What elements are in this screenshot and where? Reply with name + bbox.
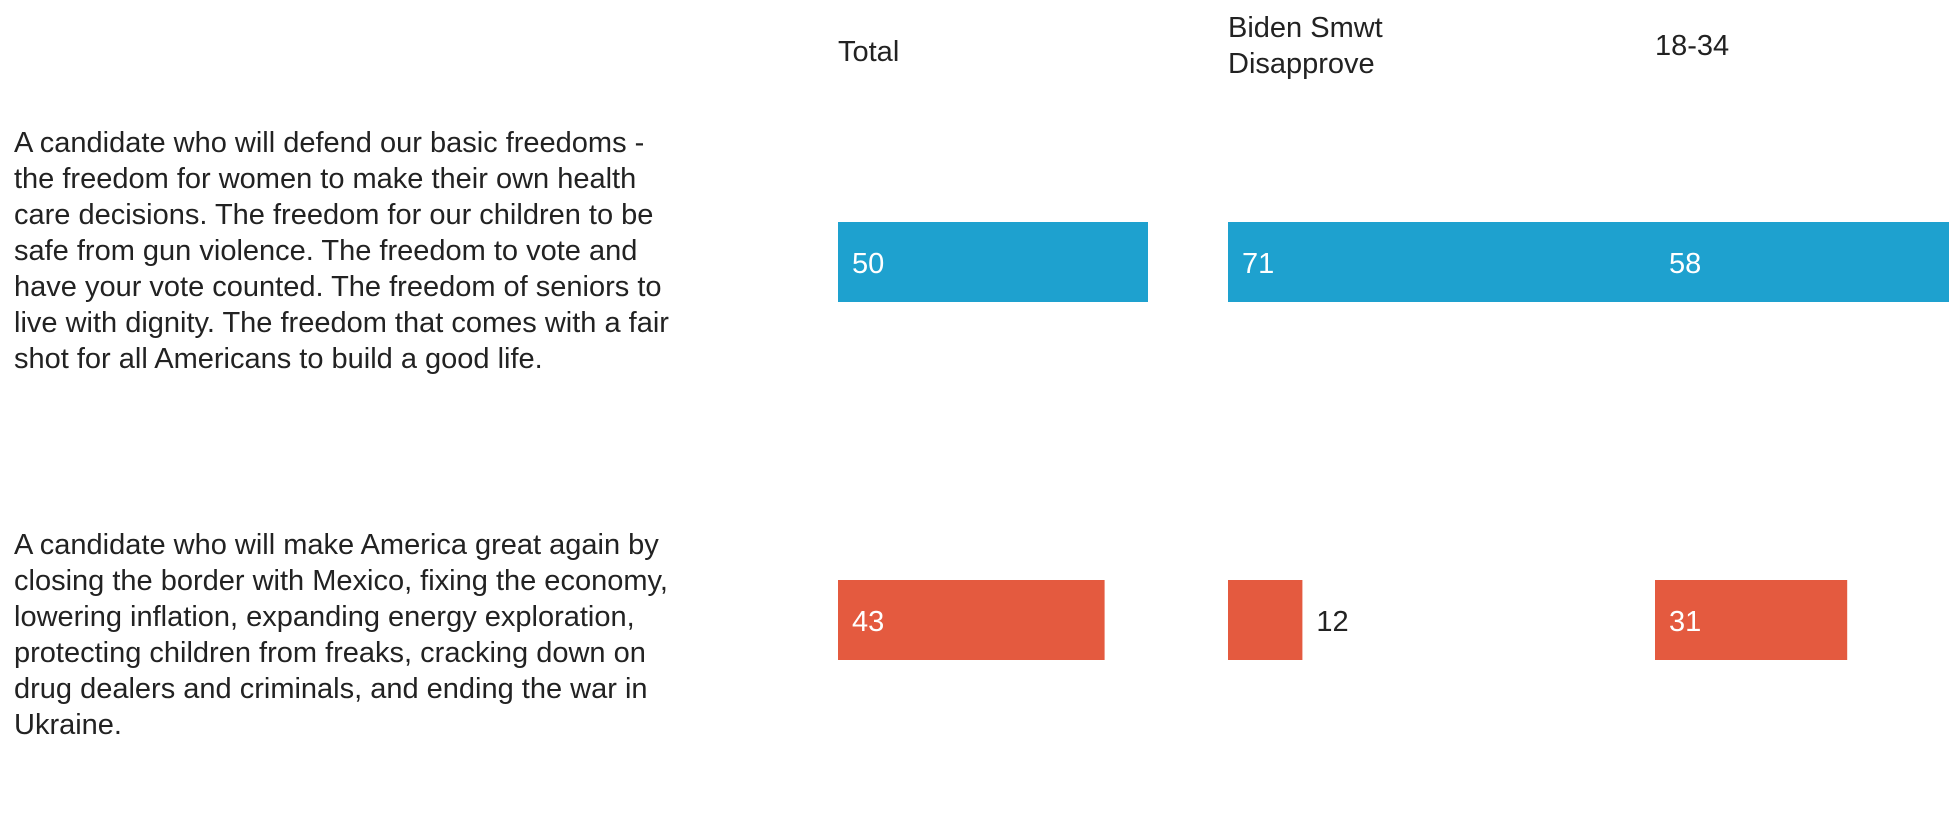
- row-label-maga: A candidate who will make America great …: [14, 529, 668, 741]
- bar-freedoms-total: [838, 222, 1148, 302]
- bar-maga-total: [838, 580, 1105, 660]
- bar-value-label-freedoms-biden-smwt-disapprove: 71: [1242, 248, 1274, 280]
- column-header-total: Total: [838, 36, 900, 68]
- bar-value-label-maga-18-34: 31: [1669, 606, 1701, 638]
- row-label-freedoms: A candidate who will defend our basic fr…: [14, 127, 669, 375]
- bar-value-label-maga-total: 43: [852, 606, 884, 638]
- bar-freedoms-biden-smwt-disapprove: [1228, 222, 1669, 302]
- bar-freedoms-18-34: [1655, 222, 1949, 302]
- bar-value-label-freedoms-18-34: 58: [1669, 248, 1701, 280]
- column-header-biden-smwt-disapprove: Biden Smwt Disapprove: [1228, 12, 1383, 80]
- bar-maga-biden-smwt-disapprove: [1228, 580, 1303, 660]
- bar-value-label-freedoms-total: 50: [852, 248, 884, 280]
- column-header-18-34: 18-34: [1655, 30, 1730, 62]
- bar-value-label-maga-biden-smwt-disapprove: 12: [1316, 606, 1348, 638]
- bar-maga-18-34: [1655, 580, 1848, 660]
